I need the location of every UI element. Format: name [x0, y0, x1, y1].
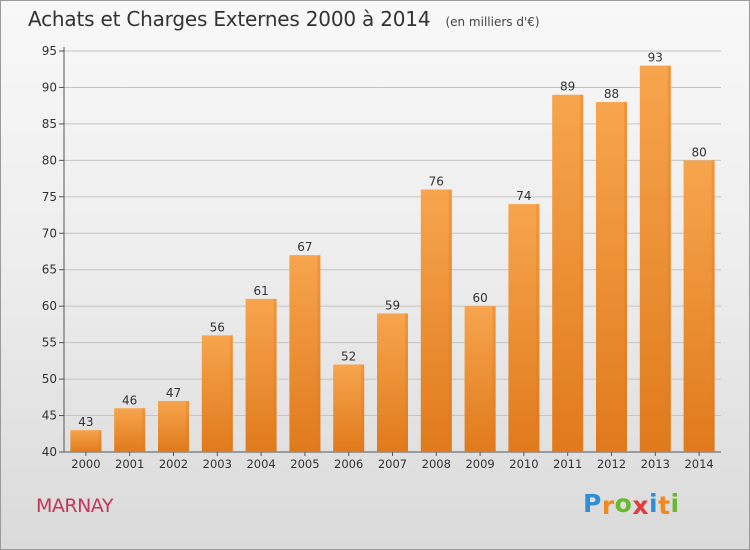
y-tick-label: 40: [42, 445, 57, 459]
bar-shade: [361, 364, 365, 452]
y-tick-label: 60: [42, 299, 57, 313]
data-label: 47: [166, 386, 181, 400]
bar-shade: [98, 430, 102, 452]
x-tick-label: 2011: [553, 457, 582, 471]
bar-shade: [142, 408, 146, 452]
y-tick-label: 85: [42, 117, 57, 131]
data-label: 74: [516, 189, 531, 203]
bar-shade: [229, 335, 233, 452]
chart-header: Achats et Charges Externes 2000 à 2014 (…: [28, 7, 540, 31]
data-label: 88: [604, 87, 619, 101]
x-tick-label: 2008: [422, 457, 451, 471]
bar: [639, 65, 671, 452]
bar-shade: [273, 298, 277, 452]
bar-shade: [580, 94, 584, 452]
y-tick-label: 65: [42, 263, 57, 277]
data-label: 60: [472, 291, 487, 305]
bar: [420, 189, 452, 452]
data-label: 56: [210, 320, 225, 334]
brand-letter: i: [649, 489, 659, 518]
x-tick-label: 2014: [684, 457, 713, 471]
bar: [552, 94, 584, 452]
commune-name: MARNAY: [36, 495, 113, 517]
y-tick-label: 75: [42, 190, 57, 204]
data-label: 67: [297, 240, 312, 254]
x-tick-label: 2007: [378, 457, 407, 471]
data-label: 61: [253, 284, 268, 298]
bar-shade: [448, 189, 452, 452]
y-tick-label: 80: [42, 153, 57, 167]
y-tick-label: 70: [42, 226, 57, 240]
x-tick-label: 2000: [71, 457, 100, 471]
bar-shade: [667, 65, 671, 452]
bar: [596, 102, 627, 452]
y-tick-label: 90: [42, 80, 57, 94]
bar-shade: [186, 400, 189, 452]
bar-shade: [536, 204, 540, 452]
x-tick-label: 2009: [465, 457, 494, 471]
data-label: 93: [648, 51, 663, 65]
data-label: 59: [385, 298, 400, 312]
bar: [245, 298, 277, 452]
y-tick-label: 45: [42, 409, 57, 423]
bar: [333, 364, 365, 452]
x-tick-label: 2002: [159, 457, 188, 471]
proxiti-logo: Proxiti: [583, 489, 680, 520]
data-label: 43: [78, 415, 93, 429]
bar: [114, 408, 146, 452]
data-label: 80: [691, 145, 706, 159]
x-tick-label: 2003: [203, 457, 232, 471]
bar: [377, 313, 408, 452]
x-tick-label: 2012: [597, 457, 626, 471]
bar: [464, 306, 496, 452]
y-tick-label: 95: [42, 44, 57, 58]
brand-letter: i: [670, 489, 680, 518]
x-tick-label: 2013: [641, 457, 670, 471]
bar-shade: [492, 306, 496, 452]
data-label: 52: [341, 350, 356, 364]
bar-shade: [624, 102, 627, 452]
x-tick-label: 2001: [115, 457, 144, 471]
bar: [201, 335, 233, 452]
brand-letter: r: [601, 491, 615, 520]
x-tick-label: 2006: [334, 457, 363, 471]
bar-shade: [317, 255, 321, 452]
data-label: 89: [560, 80, 575, 94]
bar: [70, 430, 102, 452]
bar-shade: [405, 313, 408, 452]
brand-letter: x: [632, 491, 649, 520]
bar-shade: [711, 160, 715, 452]
brand-letter: o: [614, 489, 633, 518]
data-label: 46: [122, 393, 137, 407]
bar: [158, 400, 189, 452]
y-tick-label: 55: [42, 336, 57, 350]
x-tick-label: 2005: [290, 457, 319, 471]
bar: [289, 255, 321, 452]
x-tick-label: 2010: [509, 457, 538, 471]
brand-letter: t: [658, 491, 671, 520]
bar: [508, 204, 540, 452]
data-label: 76: [429, 175, 444, 189]
y-tick-label: 50: [42, 372, 57, 386]
chart-title: Achats et Charges Externes 2000 à 2014: [28, 7, 431, 31]
bar: [683, 160, 715, 452]
x-tick-label: 2004: [246, 457, 275, 471]
brand-letter: P: [583, 489, 602, 518]
chart-subtitle: (en milliers d'€): [445, 15, 540, 29]
